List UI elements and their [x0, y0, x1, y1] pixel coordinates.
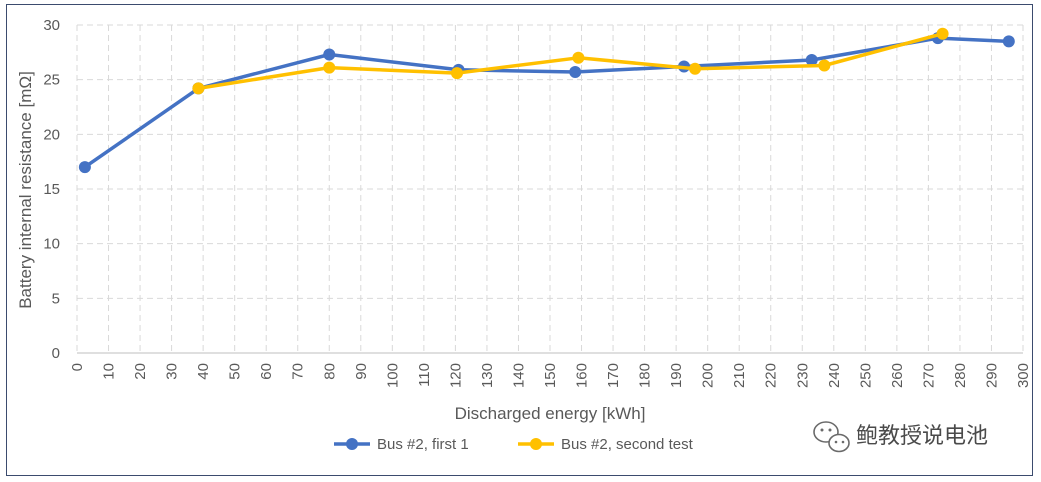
y-tick-label: 20 [43, 126, 60, 143]
data-point [936, 27, 949, 40]
x-tick-label: 250 [857, 363, 874, 388]
x-tick-label: 130 [479, 363, 496, 388]
legend-label-series-2: Bus #2, second test [561, 436, 694, 453]
grid [76, 24, 1024, 354]
y-tick-label: 30 [43, 17, 60, 34]
legend-item-series-1: Bus #2, first 1 [334, 436, 469, 453]
data-point [78, 161, 91, 174]
x-tick-label: 230 [794, 363, 811, 388]
x-tick-label: 170 [605, 363, 622, 388]
watermark-text: 鲍教授说电池 [856, 424, 988, 449]
y-axis-title: Battery internal resistance [mΩ] [16, 71, 35, 309]
x-tick-label: 210 [731, 363, 748, 388]
x-axis-title: Discharged energy [kWh] [455, 404, 646, 423]
x-tick-label: 0 [69, 363, 86, 371]
x-tick-label: 270 [920, 363, 937, 388]
x-tick-label: 120 [447, 363, 464, 388]
x-tick-label: 40 [195, 363, 212, 380]
x-tick-label: 240 [826, 363, 843, 388]
data-point [450, 67, 463, 80]
x-tick-label: 190 [668, 363, 685, 388]
x-tick-label: 10 [101, 363, 118, 380]
x-tick-label: 20 [132, 363, 149, 380]
data-point [569, 66, 582, 79]
data-point [323, 61, 336, 74]
x-tick-label: 50 [227, 363, 244, 380]
legend-label-series-1: Bus #2, first 1 [377, 436, 469, 453]
watermark: 鲍教授说电池 [813, 421, 988, 453]
x-tick-label: 140 [510, 363, 527, 388]
x-tick-label: 260 [889, 363, 906, 388]
legend: Bus #2, first 1 Bus #2, second test [334, 436, 694, 453]
y-tick-label: 15 [43, 181, 60, 198]
x-tick-label: 30 [164, 363, 181, 380]
data-point [1002, 35, 1015, 48]
series-2 [192, 27, 949, 95]
x-tick-label: 110 [416, 363, 433, 387]
legend-item-series-2: Bus #2, second test [518, 436, 694, 453]
data-point [818, 59, 831, 72]
y-tick-label: 5 [52, 290, 60, 307]
data-point [689, 62, 702, 75]
x-tick-label: 150 [542, 363, 559, 388]
data-point [805, 53, 818, 66]
x-tick-label: 60 [258, 363, 275, 380]
data-point [192, 82, 205, 95]
x-tick-label: 180 [637, 363, 654, 388]
x-tick-label: 80 [321, 363, 338, 380]
data-point [572, 51, 585, 64]
x-tick-label: 160 [574, 363, 591, 388]
y-tick-label: 25 [43, 72, 60, 89]
x-tick-label: 100 [384, 363, 401, 388]
y-axis-ticks: 0 5 10 15 20 25 30 [43, 17, 60, 362]
x-tick-label: 290 [983, 363, 1000, 388]
x-tick-label: 70 [290, 363, 307, 380]
legend-marker-series-2 [530, 438, 542, 450]
x-tick-label: 200 [700, 363, 717, 388]
wechat-icon [813, 421, 850, 453]
series-group [78, 27, 1015, 174]
x-tick-label: 90 [353, 363, 370, 380]
legend-marker-series-1 [346, 438, 358, 450]
x-axis-ticks: 0 10 20 30 40 50 60 70 80 90 100 110 120 130 140 150 160… [69, 363, 1032, 388]
y-tick-label: 10 [43, 236, 60, 253]
data-point [323, 48, 336, 61]
series-line [83, 36, 1011, 169]
x-tick-label: 220 [763, 363, 780, 388]
chart-frame [6, 4, 1033, 476]
x-tick-label: 300 [1015, 363, 1032, 388]
x-tick-label: 280 [952, 363, 969, 388]
y-tick-label: 0 [52, 345, 60, 362]
